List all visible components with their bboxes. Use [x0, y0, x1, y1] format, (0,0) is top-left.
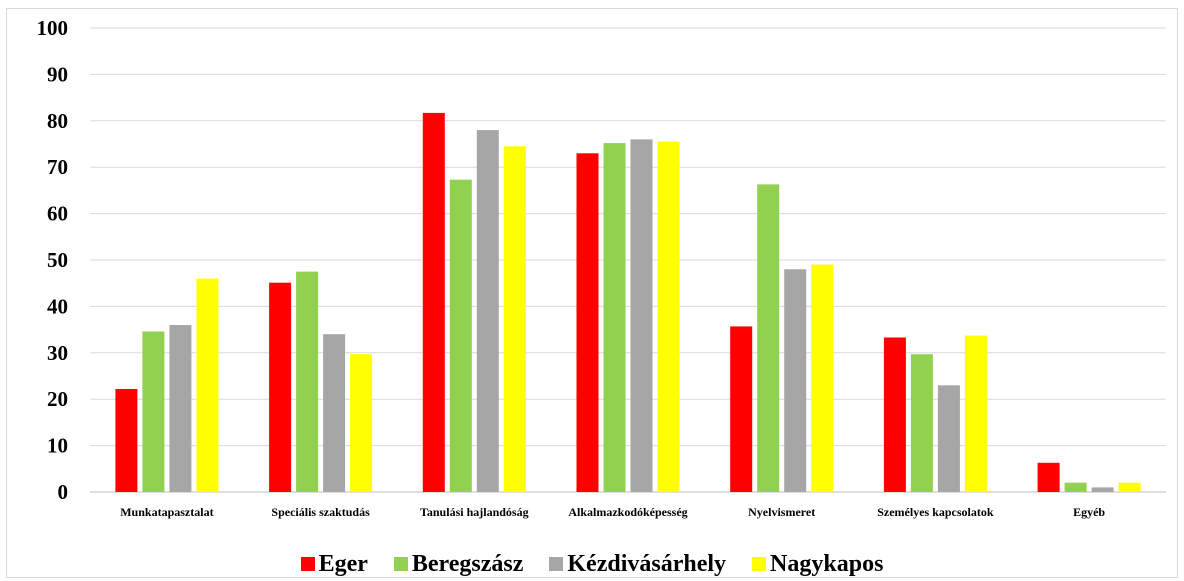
y-tick-label: 60: [47, 202, 68, 226]
legend-item-eger: Eger: [300, 550, 368, 578]
legend-swatch-nagykapos: [752, 557, 767, 571]
x-tick-label: Tanulási hajlandóság: [420, 505, 529, 519]
y-tick-label: 10: [47, 434, 68, 458]
bar: [350, 354, 373, 492]
bar: [422, 112, 445, 493]
bar: [1037, 462, 1060, 492]
bar: [883, 337, 906, 492]
bar: [503, 146, 526, 493]
legend-item-kezdivasarhely: Kézdivásárhely: [549, 551, 726, 578]
legend-label-kezdivasarhely: Kézdivásárhely: [567, 550, 727, 577]
bar: [630, 139, 653, 492]
legend-label-eger: Eger: [318, 550, 368, 577]
x-tick-label: Munkatapasztalat: [120, 505, 213, 519]
bar: [811, 264, 834, 492]
legend-item-beregszasz: Beregszász: [393, 550, 524, 578]
bar: [657, 141, 680, 492]
y-tick-label: 70: [47, 155, 68, 179]
legend: Eger Beregszász Kézdivásárhely Nagykapos: [0, 548, 1184, 580]
bar: [937, 385, 960, 492]
legend-swatch-eger: [300, 557, 315, 571]
y-tick-label: 40: [47, 294, 68, 318]
legend-item-nagykapos: Nagykapos: [752, 551, 883, 578]
legend-swatch-kezdivasarhely: [549, 557, 564, 571]
bar: [910, 354, 933, 492]
bar: [757, 184, 780, 492]
y-axis-ticks: 0 10 20 30 40 50 60 70 80 90 100: [37, 16, 69, 504]
x-tick-label: Nyelvismeret: [748, 505, 815, 519]
legend-label-nagykapos: Nagykapos: [770, 550, 884, 577]
bar: [449, 179, 472, 492]
bar: [169, 325, 192, 492]
bar-chart: 0 10 20 30 40 50 60 70 80 90 100 Munkatapasztalat S…: [37, 16, 1166, 519]
bar: [196, 278, 219, 492]
x-axis-ticks: Munkatapasztalat Speciális szaktudás Tanul…: [120, 505, 1105, 519]
legend-label-beregszasz: Beregszász: [411, 550, 524, 577]
y-tick-label: 30: [47, 341, 68, 365]
bar: [964, 335, 987, 492]
legend-swatch-beregszasz: [393, 557, 408, 571]
bar: [603, 143, 626, 492]
bar: [784, 269, 807, 492]
bar: [1091, 487, 1114, 492]
y-tick-label: 0: [58, 480, 69, 504]
bar: [296, 271, 319, 492]
bar: [730, 326, 753, 492]
bar: [115, 389, 138, 492]
y-tick-label: 100: [37, 16, 69, 40]
bar: [576, 153, 599, 493]
bar: [323, 334, 346, 492]
gridlines: [90, 27, 1166, 493]
bar: [476, 130, 499, 492]
x-tick-label: Egyéb: [1073, 505, 1105, 519]
y-tick-label: 20: [47, 387, 68, 411]
y-tick-label: 90: [47, 62, 68, 86]
bars: [115, 112, 1141, 493]
x-tick-label: Speciális szaktudás: [271, 505, 370, 519]
y-tick-label: 50: [47, 248, 68, 272]
bar: [142, 331, 165, 492]
x-tick-label: Személyes kapcsolatok: [877, 505, 994, 519]
bar: [1064, 482, 1087, 492]
bar: [269, 282, 292, 492]
x-tick-label: Alkalmazkodóképesség: [568, 505, 687, 519]
y-tick-label: 80: [47, 109, 68, 133]
bar: [1118, 482, 1141, 492]
